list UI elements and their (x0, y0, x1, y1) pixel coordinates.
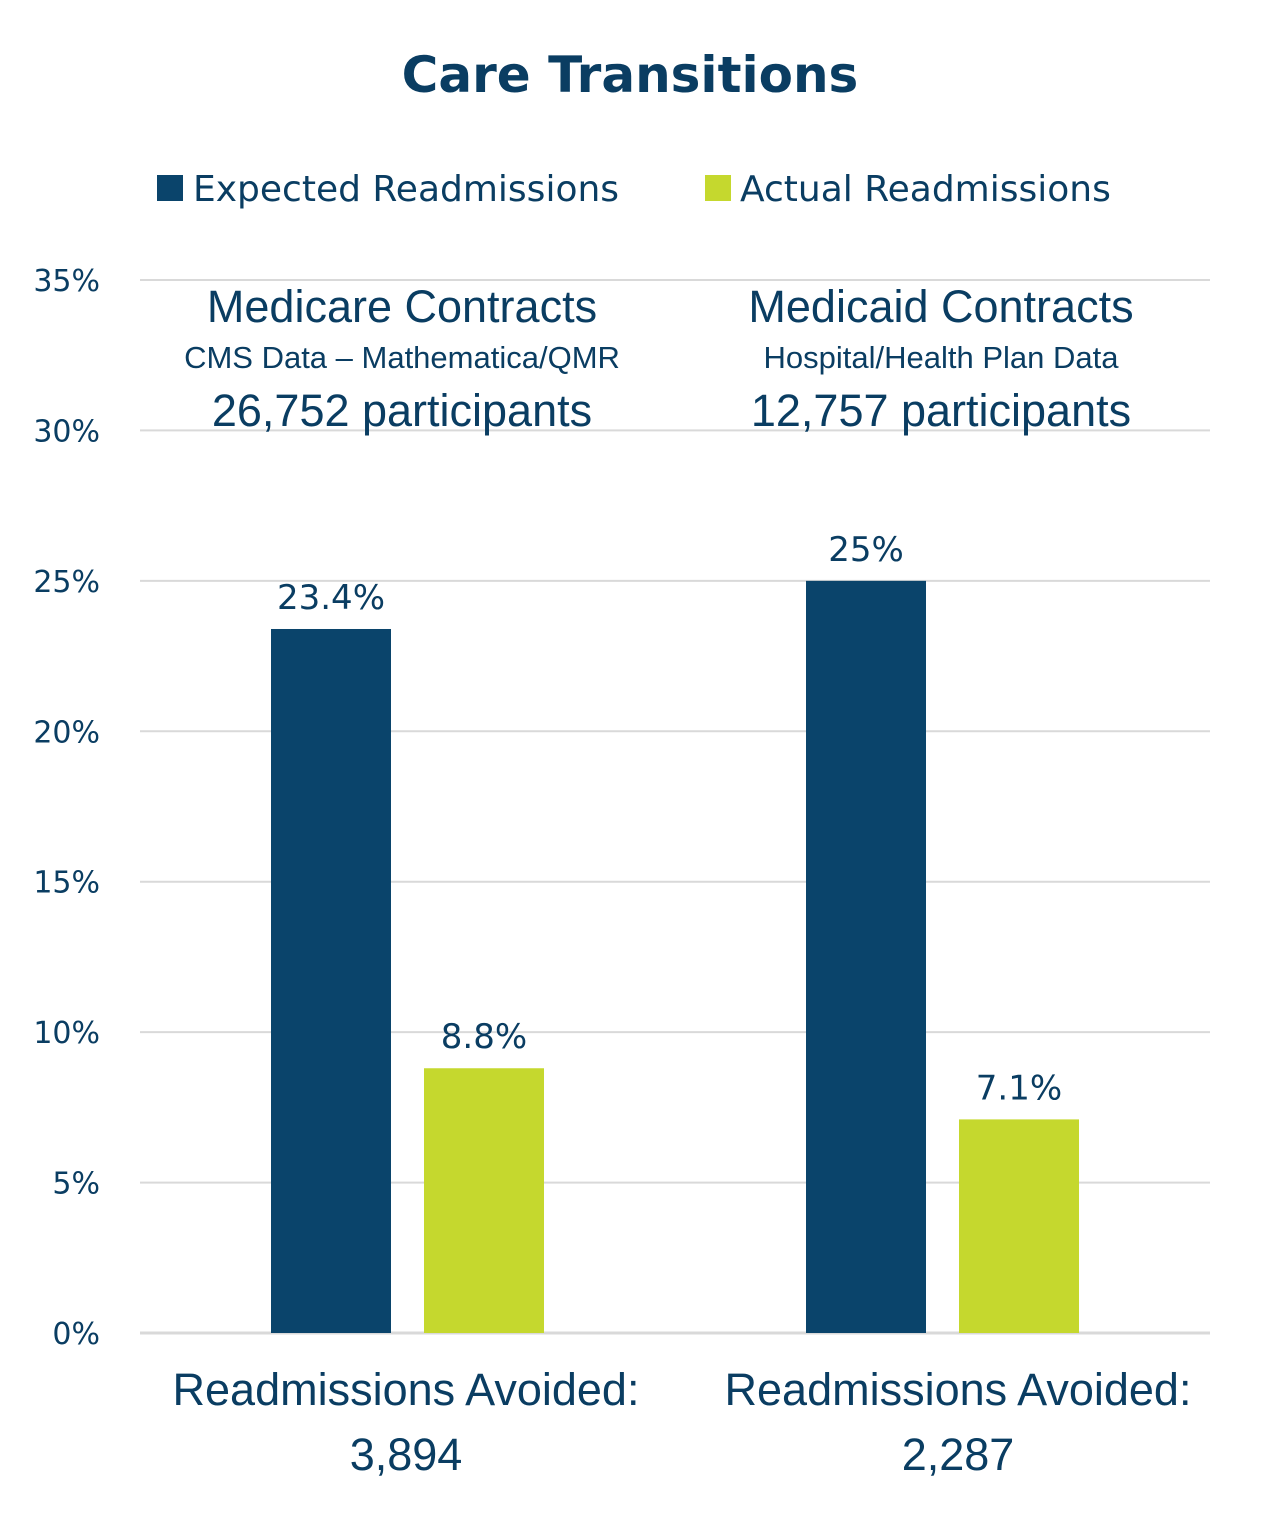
y-tick-label: 10% (33, 1016, 100, 1051)
legend-label-actual: Actual Readmissions (740, 169, 1111, 210)
y-tick-label: 0% (52, 1317, 100, 1352)
y-tick-label: 25% (33, 565, 100, 600)
group-subtitle-medicaid: Hospital/Health Plan Data (764, 340, 1120, 375)
group-subtitle-medicare: CMS Data – Mathematica/QMR (184, 340, 620, 375)
text-layer: Care Transitions Expected Readmissions Act… (33, 46, 1191, 1480)
data-label: 8.8% (441, 1017, 527, 1057)
legend-label-expected: Expected Readmissions (193, 169, 619, 210)
legend-swatch-expected (157, 175, 183, 201)
data-label: 25% (828, 530, 904, 570)
avoided-label-medicare: Readmissions Avoided: (173, 1364, 640, 1415)
group-title-medicaid: Medicaid Contracts (748, 281, 1133, 332)
data-label: 23.4% (277, 578, 385, 618)
group-title-medicare: Medicare Contracts (207, 281, 597, 332)
bar-actual-medicare (424, 1068, 544, 1333)
avoided-label-medicaid: Readmissions Avoided: (725, 1364, 1192, 1415)
bar-expected-medicaid (806, 580, 926, 1333)
group-participants-medicare: 26,752 participants (212, 385, 592, 436)
bar-expected-medicare (271, 628, 391, 1333)
y-tick-label: 5% (52, 1167, 100, 1202)
data-label: 7.1% (976, 1068, 1062, 1108)
bar-actual-medicaid (959, 1119, 1079, 1333)
y-tick-label: 15% (33, 866, 100, 901)
chart-title: Care Transitions (402, 46, 859, 104)
y-tick-label: 30% (33, 414, 100, 449)
avoided-value-medicare: 3,894 (350, 1429, 463, 1480)
y-tick-label: 35% (33, 264, 100, 299)
legend-swatch-actual (705, 175, 731, 201)
group-participants-medicaid: 12,757 participants (751, 385, 1131, 436)
bar-layer (271, 580, 1079, 1333)
y-tick-label: 20% (33, 715, 100, 750)
avoided-value-medicaid: 2,287 (902, 1429, 1015, 1480)
